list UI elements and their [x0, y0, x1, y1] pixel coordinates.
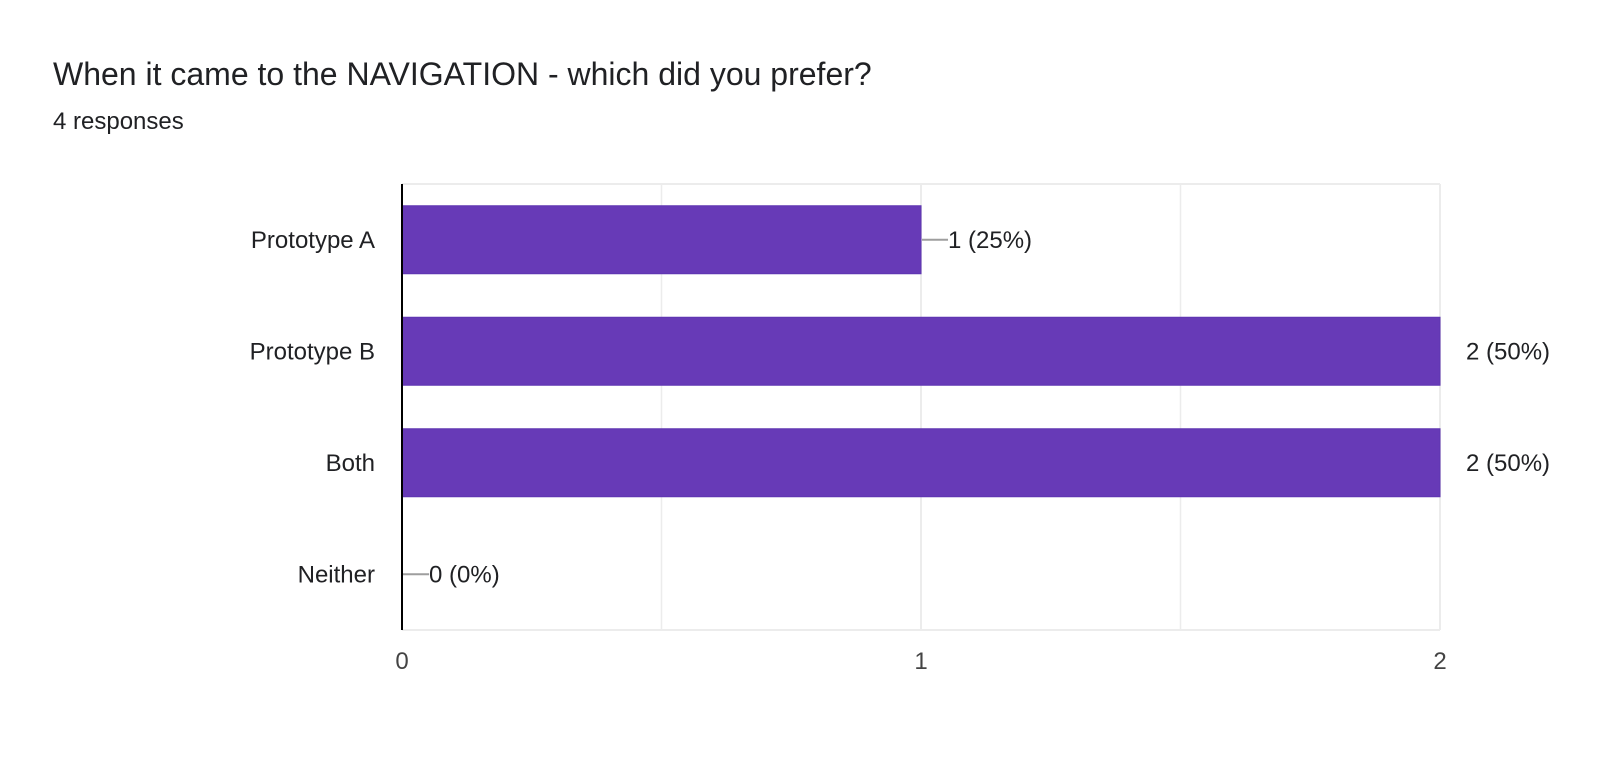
bar [401, 428, 1441, 498]
bar [401, 316, 1441, 386]
bars [401, 205, 1441, 498]
x-tick-label: 1 [914, 648, 927, 675]
data-label: 0 (0%) [429, 561, 500, 588]
category-label: Neither [298, 561, 375, 588]
responses-count: 4 responses [53, 108, 184, 135]
data-label: 1 (25%) [948, 227, 1032, 254]
x-tick-label: 2 [1433, 648, 1446, 675]
labels: Prototype A 1 (25%) Prototype B 2 (50%) Both… [250, 184, 1550, 675]
category-label: Prototype B [250, 338, 375, 365]
data-label: 2 (50%) [1466, 450, 1550, 477]
bar [401, 205, 922, 275]
category-label: Both [326, 450, 375, 477]
question-title: When it came to the NAVIGATION - which d… [53, 56, 872, 92]
data-label: 2 (50%) [1466, 338, 1550, 365]
gridlines [402, 183, 1441, 631]
category-label: Prototype A [251, 227, 375, 254]
x-tick-label: 0 [395, 648, 408, 675]
